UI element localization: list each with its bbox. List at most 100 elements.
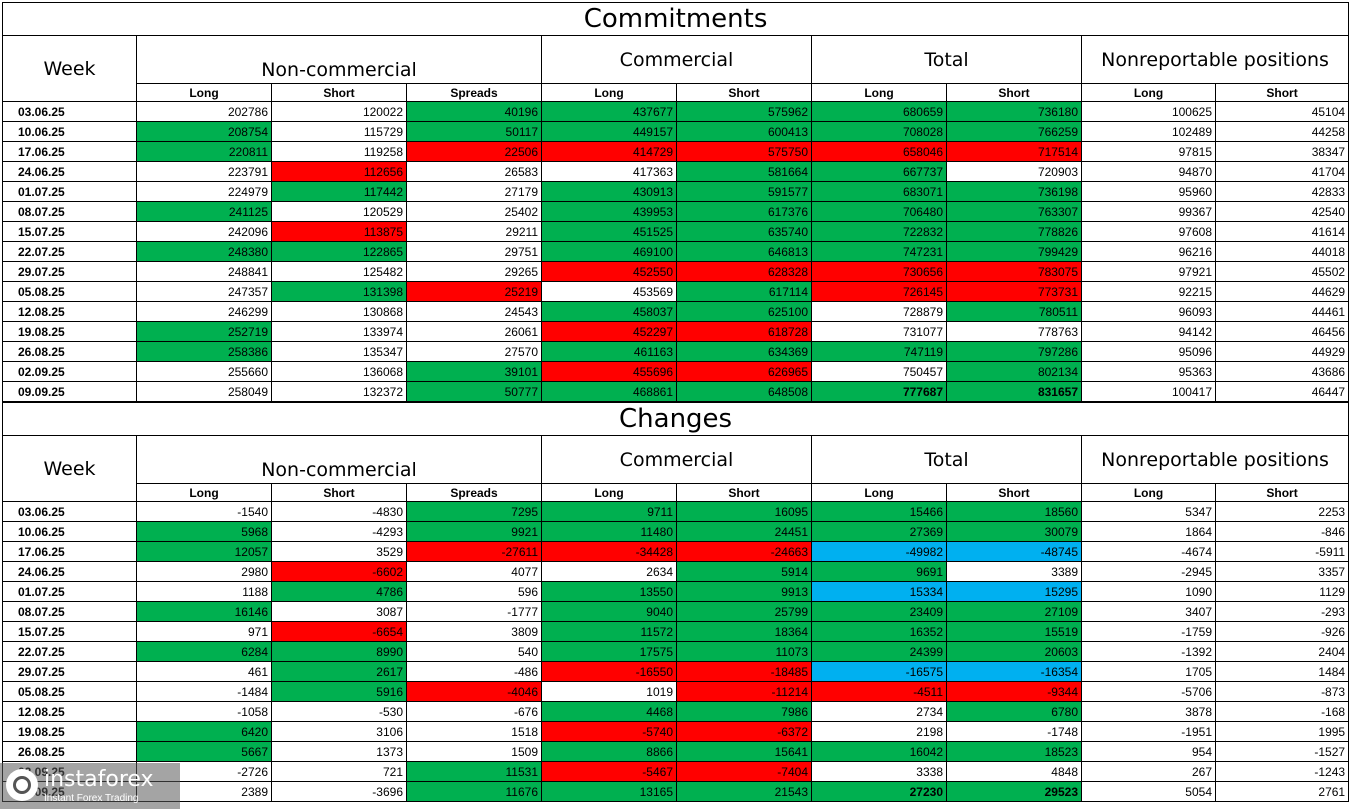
value-cell: 1090	[1081, 581, 1216, 602]
value-cell: 1509	[406, 741, 542, 762]
subheader-row: Long Short Spreads Long Short Long Short Long Sh…	[3, 483, 1350, 502]
total-header: Total	[811, 35, 1082, 84]
value-cell: 23409	[811, 601, 947, 622]
group-header-row: Week Non-commercial Commercial Total Nonrepo…	[2, 435, 1350, 502]
value-cell: 802134	[946, 361, 1082, 382]
value-cell: 1995	[1214, 721, 1350, 742]
commitments-table: Commitments Week Non-commercial Commercial T…	[1, 2, 1350, 402]
value-cell: 658046	[811, 141, 947, 162]
value-cell: 728879	[811, 301, 947, 322]
column-subheader: Long	[136, 483, 272, 502]
value-cell: 92215	[1081, 281, 1216, 302]
value-cell: 18523	[946, 741, 1082, 762]
table-row: 03.06.25 202786 120022 40196 437677 575962 680…	[2, 101, 1350, 122]
value-cell: 97921	[1081, 261, 1216, 282]
table-row: 24.06.25 223791 112656 26583 417363 581664 667…	[2, 161, 1350, 182]
value-cell: 634369	[676, 341, 812, 362]
value-cell: 248841	[136, 261, 272, 282]
value-cell: -18485	[676, 661, 812, 682]
column-subheader: Long	[1081, 483, 1216, 502]
value-cell: 449157	[541, 121, 677, 142]
value-cell: -846	[1214, 521, 1350, 542]
value-cell: 24399	[811, 641, 947, 662]
value-cell: 439953	[541, 201, 677, 222]
table-row: 26.08.25 258386 135347 27570 461163 634369 747…	[2, 341, 1350, 362]
noncommercial-header: Non-commercial	[136, 435, 542, 484]
value-cell: 43686	[1214, 361, 1350, 382]
value-cell: 22506	[406, 141, 542, 162]
value-cell: -1243	[1214, 761, 1350, 782]
week-cell: 17.06.25	[2, 541, 137, 562]
value-cell: 96216	[1081, 241, 1216, 262]
table-row: 17.06.25 12057 3529 -27611 -34428 -24663 -4998…	[2, 541, 1350, 562]
total-header: Total	[811, 435, 1082, 484]
value-cell: 437677	[541, 101, 677, 122]
value-cell: 2404	[1214, 641, 1350, 662]
table-row: 10.06.25 208754 115729 50117 449157 600413 708…	[2, 121, 1350, 142]
week-cell: 10.06.25	[2, 521, 137, 542]
value-cell: 44629	[1214, 281, 1350, 302]
value-cell: 3529	[271, 541, 407, 562]
value-cell: -873	[1214, 681, 1350, 702]
value-cell: 1864	[1081, 521, 1216, 542]
column-subheader: Short	[946, 483, 1082, 502]
value-cell: 18560	[946, 501, 1082, 522]
value-cell: 4786	[271, 581, 407, 602]
value-cell: 246299	[136, 301, 272, 322]
noncommercial-header: Non-commercial	[136, 35, 542, 84]
value-cell: 618728	[676, 321, 812, 342]
value-cell: 721	[271, 761, 407, 782]
week-cell: 26.08.25	[2, 741, 137, 762]
value-cell: 20603	[946, 641, 1082, 662]
value-cell: 2734	[811, 701, 947, 722]
week-cell: 08.07.25	[2, 601, 137, 622]
value-cell: 575962	[676, 101, 812, 122]
table-row: 08.07.25 16146 3087 -1777 9040 25799 23409 2710…	[2, 601, 1350, 622]
value-cell: 258049	[136, 381, 272, 402]
week-cell: 12.08.25	[2, 701, 137, 722]
value-cell: -676	[406, 701, 542, 722]
value-cell: 248380	[136, 241, 272, 262]
watermark-brand: instaforex	[44, 767, 154, 792]
value-cell: -1748	[946, 721, 1082, 742]
value-cell: 5347	[1081, 501, 1216, 522]
commercial-header: Commercial	[541, 35, 812, 84]
week-cell: 29.07.25	[2, 261, 137, 282]
value-cell: 30079	[946, 521, 1082, 542]
column-subheader: Short	[676, 83, 812, 102]
value-cell: 136068	[271, 361, 407, 382]
value-cell: 596	[406, 581, 542, 602]
value-cell: 223791	[136, 161, 272, 182]
value-cell: 220811	[136, 141, 272, 162]
value-cell: 783075	[946, 261, 1082, 282]
value-cell: 5667	[136, 741, 272, 762]
value-cell: 120022	[271, 101, 407, 122]
value-cell: 730656	[811, 261, 947, 282]
table-row: 15.07.25 971 -6654 3809 11572 18364 16352 15519…	[2, 621, 1350, 642]
value-cell: 29265	[406, 261, 542, 282]
table-row: 12.08.25 246299 130868 24543 458037 625100 728…	[2, 301, 1350, 322]
table-row: 02.09.25 255660 136068 39101 455696 626965 750…	[2, 361, 1350, 382]
value-cell: 9691	[811, 561, 947, 582]
value-cell: 1373	[271, 741, 407, 762]
value-cell: 11073	[676, 641, 812, 662]
value-cell: 29211	[406, 221, 542, 242]
value-cell: -4511	[811, 681, 947, 702]
week-cell: 10.06.25	[2, 121, 137, 142]
value-cell: 617114	[676, 281, 812, 302]
value-cell: -926	[1214, 621, 1350, 642]
table-row: 22.07.25 248380 122865 29751 469100 646813 747…	[2, 241, 1350, 262]
value-cell: 131398	[271, 281, 407, 302]
table-row: 02.09.25-272672111531-5467-7404333848482…	[2, 761, 1350, 782]
value-cell: 780511	[946, 301, 1082, 322]
value-cell: 648508	[676, 381, 812, 402]
value-cell: 27179	[406, 181, 542, 202]
value-cell: 135347	[271, 341, 407, 362]
value-cell: 452550	[541, 261, 677, 282]
value-cell: 3389	[946, 561, 1082, 582]
column-subheader: Long	[136, 83, 272, 102]
value-cell: 575750	[676, 141, 812, 162]
value-cell: -1540	[136, 501, 272, 522]
value-cell: 626965	[676, 361, 812, 382]
